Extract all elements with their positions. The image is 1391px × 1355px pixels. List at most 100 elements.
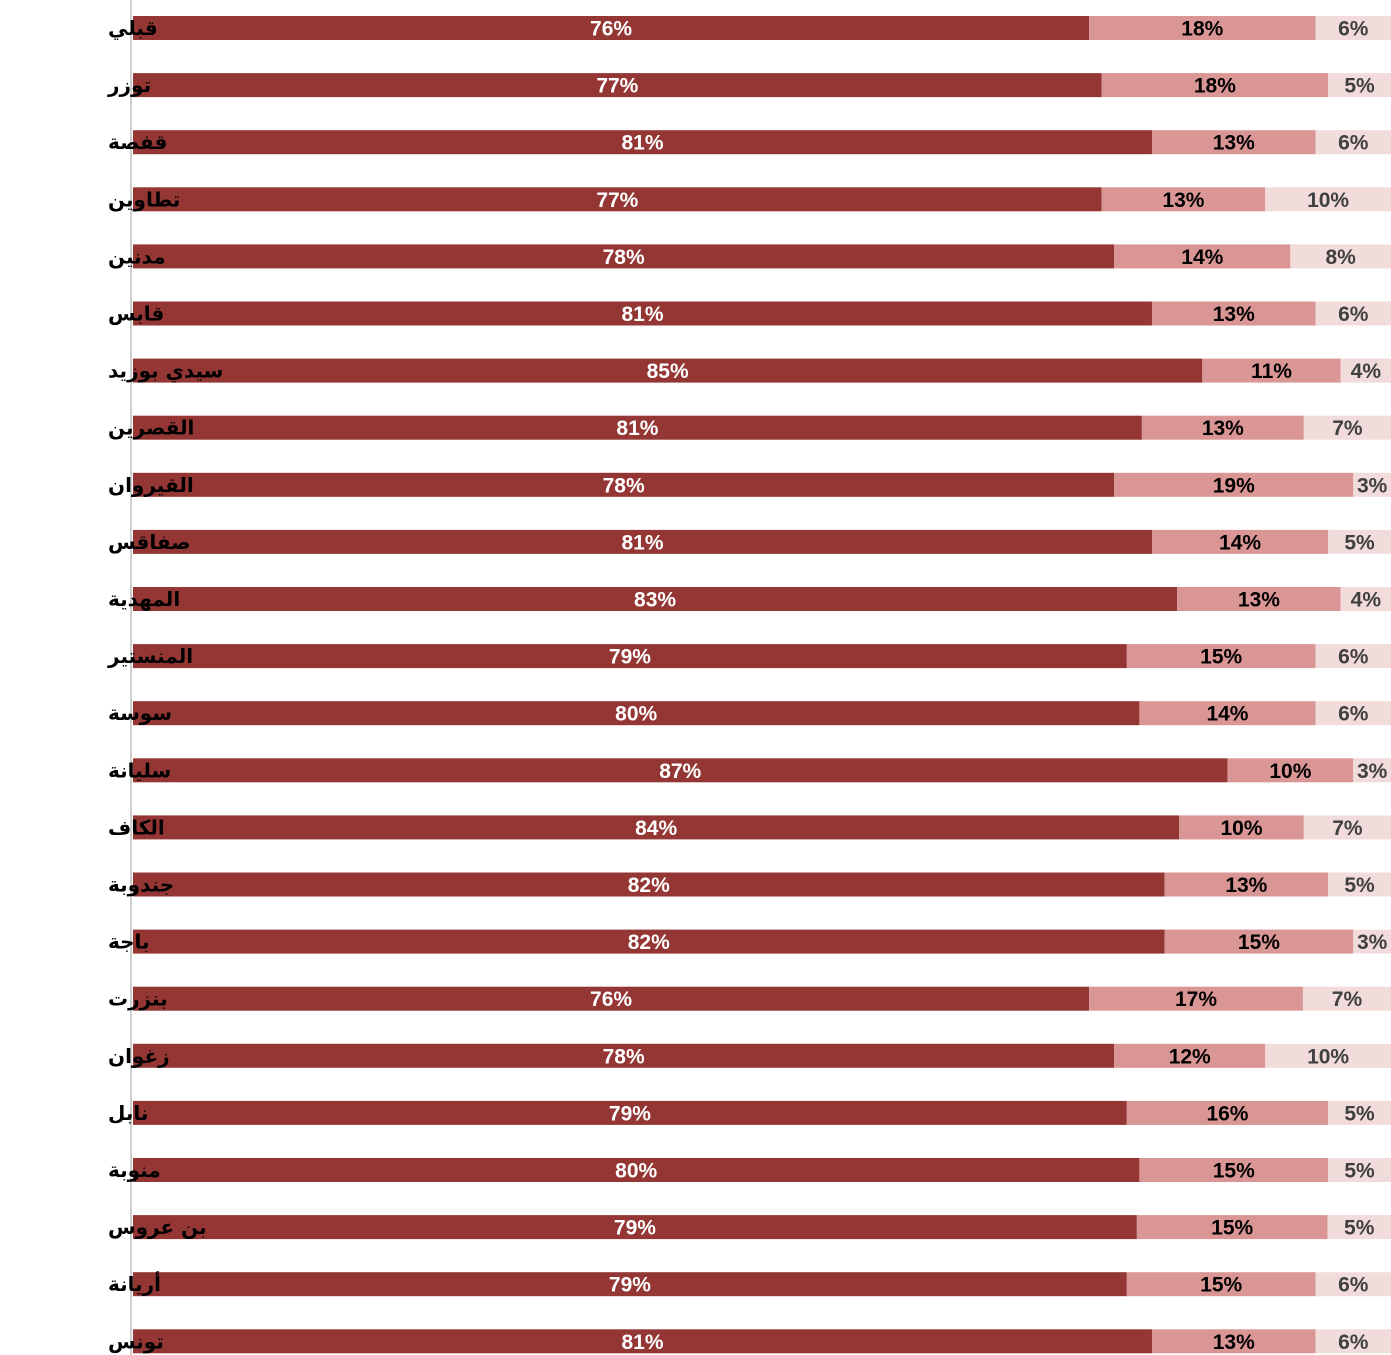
bar-segment [133, 644, 1127, 669]
data-label: 3% [1357, 931, 1388, 954]
data-label: 76% [590, 18, 632, 41]
data-label: 14% [1219, 531, 1261, 554]
data-label: 81% [621, 303, 663, 326]
data-label: 7% [1332, 817, 1363, 840]
data-label: 19% [1213, 474, 1255, 497]
bar-segment [1151, 529, 1329, 554]
data-label: 5% [1344, 1102, 1375, 1125]
data-label: 8% [1326, 246, 1357, 269]
bar-segment [133, 472, 1115, 497]
bar-segment [1139, 1158, 1329, 1182]
bar-segment [1290, 244, 1391, 269]
bar-segment [1302, 986, 1391, 1011]
category-label: القصرين [108, 416, 194, 440]
bar-segment [133, 187, 1102, 212]
data-label: 76% [590, 988, 632, 1011]
bar-segment [1328, 872, 1391, 897]
bar-segment [1151, 130, 1316, 155]
bar-segment [1303, 415, 1391, 440]
data-label: 81% [621, 1331, 663, 1354]
category-label: مدنين [108, 244, 166, 268]
bar-segment [1164, 872, 1329, 897]
category-label: نابل [108, 1101, 148, 1125]
category-label: صفاقس [108, 530, 191, 554]
bar-segment [1177, 587, 1341, 611]
data-label: 13% [1225, 874, 1267, 897]
bar-segment [133, 16, 1090, 40]
bar-segment [1151, 301, 1316, 326]
category-label: القيروان [108, 473, 194, 497]
bar-segment [1101, 187, 1266, 212]
bar-segment [133, 358, 1203, 383]
bar-segment [133, 986, 1090, 1011]
category-label: أريانة [108, 1270, 161, 1296]
data-label: 15% [1211, 1217, 1253, 1240]
data-label: 13% [1213, 132, 1255, 155]
data-label: 78% [603, 246, 645, 269]
bar-segment [1315, 16, 1391, 40]
bar-segment [1114, 244, 1291, 269]
bar-segment [1089, 16, 1316, 40]
data-label: 82% [628, 931, 670, 954]
data-label: 4% [1351, 589, 1382, 612]
bar-segment [133, 872, 1165, 897]
bar-segment [1328, 1100, 1391, 1125]
data-label: 87% [659, 760, 701, 783]
bar-segment [1315, 644, 1391, 669]
bar-segment [1265, 187, 1391, 212]
data-label: 81% [616, 417, 658, 440]
data-label: 10% [1307, 189, 1349, 212]
bar-segment [133, 1215, 1137, 1240]
data-label: 77% [596, 75, 638, 98]
category-label: قبلي [108, 16, 158, 41]
data-label: 15% [1238, 931, 1280, 954]
category-label: سليانة [108, 758, 171, 782]
data-label: 82% [628, 874, 670, 897]
data-label: 83% [634, 589, 676, 612]
category-label: زغوان [108, 1044, 170, 1068]
bar-segment [1101, 73, 1329, 98]
category-label: باجة [108, 930, 150, 954]
data-label: 80% [615, 703, 657, 726]
bar-segment [1327, 1215, 1391, 1240]
bar-segment [133, 929, 1165, 954]
bar-segment [1114, 472, 1354, 497]
data-label: 79% [609, 646, 651, 669]
category-label: الكاف [108, 815, 165, 839]
data-label: 10% [1307, 1045, 1349, 1068]
bar-segment [1340, 358, 1391, 383]
category-label: قفصة [108, 130, 167, 154]
bar-segment [133, 1329, 1152, 1354]
data-label: 5% [1344, 75, 1375, 98]
bar-segment [133, 1043, 1115, 1068]
data-label: 11% [1251, 360, 1292, 383]
bar-segment [1227, 758, 1354, 783]
bar-segment [1353, 758, 1391, 783]
data-label: 15% [1200, 646, 1242, 669]
bar-segment [1089, 986, 1303, 1011]
bar-segment [133, 758, 1228, 783]
data-label: 77% [596, 189, 638, 212]
category-label: بنزرت [108, 987, 168, 1011]
bar-segment [1179, 815, 1304, 840]
data-label: 78% [603, 1045, 645, 1068]
data-label: 3% [1357, 474, 1388, 497]
category-label: تطاوين [108, 187, 180, 211]
bar-segment [133, 1100, 1127, 1125]
category-label: المنستير [107, 644, 193, 668]
bar-segment [1202, 358, 1341, 383]
data-label: 4% [1351, 360, 1382, 383]
data-label: 13% [1238, 589, 1280, 612]
bar-segment [133, 1272, 1127, 1297]
data-label: 84% [635, 817, 677, 840]
data-label: 10% [1221, 817, 1263, 840]
data-label: 79% [614, 1217, 656, 1240]
bar-segment [1315, 701, 1391, 726]
bar-segment [133, 244, 1115, 269]
data-label: 13% [1213, 303, 1255, 326]
bar-segment [1353, 472, 1391, 497]
category-label: تونس [108, 1329, 164, 1353]
bar-segment [133, 701, 1140, 726]
bar-segment [1141, 415, 1304, 440]
bar-segment [133, 815, 1180, 840]
